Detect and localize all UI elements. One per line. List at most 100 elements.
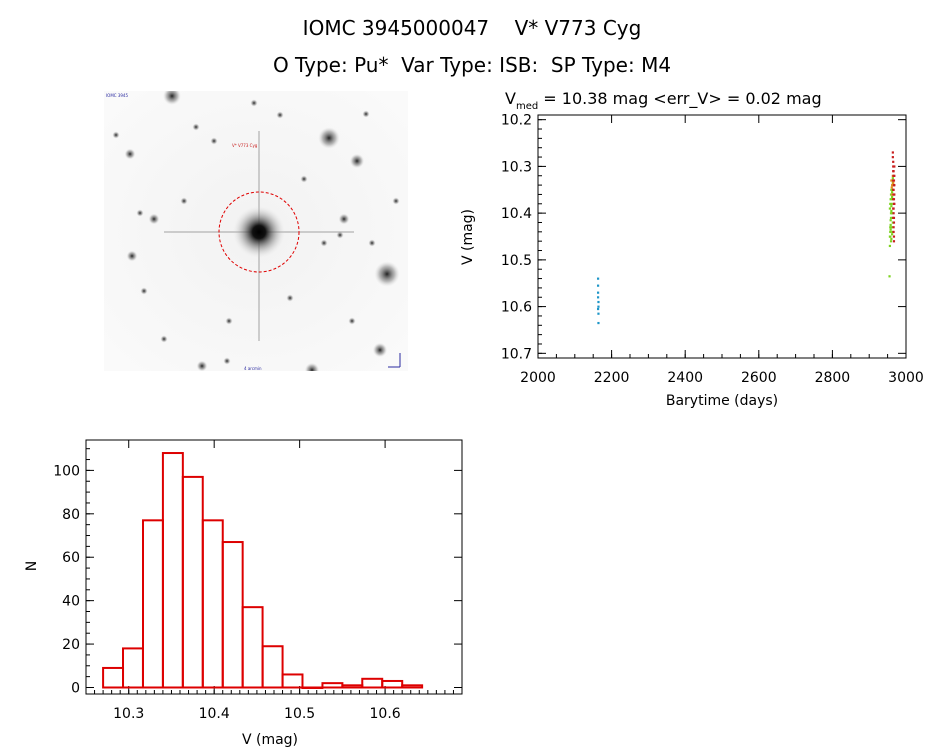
lc-data-point xyxy=(891,233,894,236)
lc-data-point xyxy=(597,312,600,315)
field-star xyxy=(192,123,200,131)
lc-data-point xyxy=(893,184,896,187)
field-star xyxy=(180,197,188,205)
lc-data-point xyxy=(892,240,896,243)
lc-data-point xyxy=(888,244,892,248)
lc-data-point xyxy=(893,174,896,177)
lc-data-point xyxy=(891,193,894,196)
field-star xyxy=(286,294,294,302)
hist-bar xyxy=(161,452,184,689)
lc-data-point xyxy=(890,209,893,212)
hist-xtick-label: 10.6 xyxy=(370,706,401,722)
lc-data-point xyxy=(891,221,894,224)
hist-ytick-label: 80 xyxy=(62,507,80,523)
lc-xtick-label: 2000 xyxy=(520,370,556,386)
sky-label-bottom: 4 arcmin xyxy=(244,366,262,371)
lc-xtick-label: 2200 xyxy=(594,370,630,386)
lc-data-point xyxy=(892,188,895,191)
lc-data-point xyxy=(890,179,893,182)
field-star xyxy=(320,239,328,247)
hist-xtick-label: 10.5 xyxy=(284,706,315,722)
light-curve-ylabel: V (mag) xyxy=(460,209,476,265)
lc-data-point xyxy=(892,170,895,173)
lc-data-point xyxy=(890,237,893,241)
hist-ytick-label: 100 xyxy=(53,463,80,479)
lc-data-point xyxy=(889,202,892,205)
lc-data-point xyxy=(889,219,892,222)
hist-bar xyxy=(122,647,144,689)
field-star xyxy=(250,99,258,107)
field-stars xyxy=(112,91,400,371)
light-curve-title-v: V xyxy=(505,89,516,108)
sky-finding-chart: IOMC 3945 V* V773 Cyg 4 arcmin xyxy=(104,91,408,371)
light-curve-frame xyxy=(537,114,907,359)
histogram-ylabel: N xyxy=(24,561,40,571)
lc-data-point xyxy=(889,212,893,215)
lc-data-point xyxy=(893,165,896,168)
lc-data-point xyxy=(889,198,892,201)
field-star xyxy=(148,213,160,225)
lc-data-point xyxy=(892,216,895,220)
lc-data-point xyxy=(892,230,895,234)
field-star xyxy=(225,317,233,325)
light-curve-title-sub: med xyxy=(516,101,538,112)
histogram-axes: 10.3 10.4 10.5 10.6 0 20 40 60 80 100 xyxy=(53,440,463,722)
field-star xyxy=(124,148,136,160)
hist-bar xyxy=(281,673,304,689)
hist-bar xyxy=(261,645,284,689)
lc-ytick-label: 10.5 xyxy=(501,253,532,269)
lc-data-point xyxy=(888,275,891,278)
lc-data-point xyxy=(597,321,600,325)
hist-bar xyxy=(361,677,384,689)
lc-data-point xyxy=(892,207,895,210)
field-star xyxy=(368,239,376,247)
lc-data-point xyxy=(892,160,895,163)
lc-data-point xyxy=(597,300,600,304)
field-star xyxy=(126,250,138,262)
lc-xtick-label: 2800 xyxy=(815,370,851,386)
hist-xtick-label: 10.4 xyxy=(199,706,230,722)
lc-data-point xyxy=(892,226,895,229)
lc-data-point xyxy=(891,184,894,187)
field-star xyxy=(349,153,365,169)
lc-data-point xyxy=(890,202,893,205)
lc-data-point xyxy=(891,151,894,154)
hist-bar xyxy=(181,475,204,689)
light-curve-points xyxy=(596,151,896,325)
field-star xyxy=(348,317,356,325)
field-star xyxy=(136,209,144,217)
lc-data-point xyxy=(892,181,895,184)
lc-data-point xyxy=(889,223,892,227)
lc-data-point xyxy=(889,216,893,220)
lc-data-point xyxy=(892,179,895,182)
lc-data-point xyxy=(890,188,893,191)
lc-data-point xyxy=(892,212,895,215)
hist-ytick-label: 60 xyxy=(62,550,80,566)
lc-data-point xyxy=(893,202,896,205)
hist-bar xyxy=(102,666,125,689)
target-star xyxy=(233,206,285,258)
field-star xyxy=(362,110,370,118)
hist-bar xyxy=(401,684,424,689)
field-star xyxy=(318,127,340,149)
field-star xyxy=(210,137,218,145)
lc-data-point xyxy=(597,305,600,308)
lc-data-point xyxy=(890,198,893,201)
lc-data-point xyxy=(892,165,895,168)
sky-label-name: V* V773 Cyg xyxy=(232,143,258,148)
lc-data-point xyxy=(892,235,896,238)
hist-bar xyxy=(241,606,264,689)
field-star xyxy=(112,131,120,139)
lc-ytick-label: 10.7 xyxy=(501,346,532,362)
field-star xyxy=(196,360,208,371)
histogram-xlabel: V (mag) xyxy=(242,732,298,747)
lc-data-point xyxy=(891,195,894,198)
hist-bar xyxy=(381,679,404,689)
lc-data-point xyxy=(890,205,893,208)
field-star xyxy=(392,197,400,205)
lc-xtick-label: 3000 xyxy=(888,370,924,386)
lc-data-point xyxy=(891,212,894,215)
lc-data-point xyxy=(596,296,600,299)
lc-data-point xyxy=(892,221,896,224)
chart-title-ids: IOMC 3945000047 V* V773 Cyg xyxy=(302,16,642,40)
